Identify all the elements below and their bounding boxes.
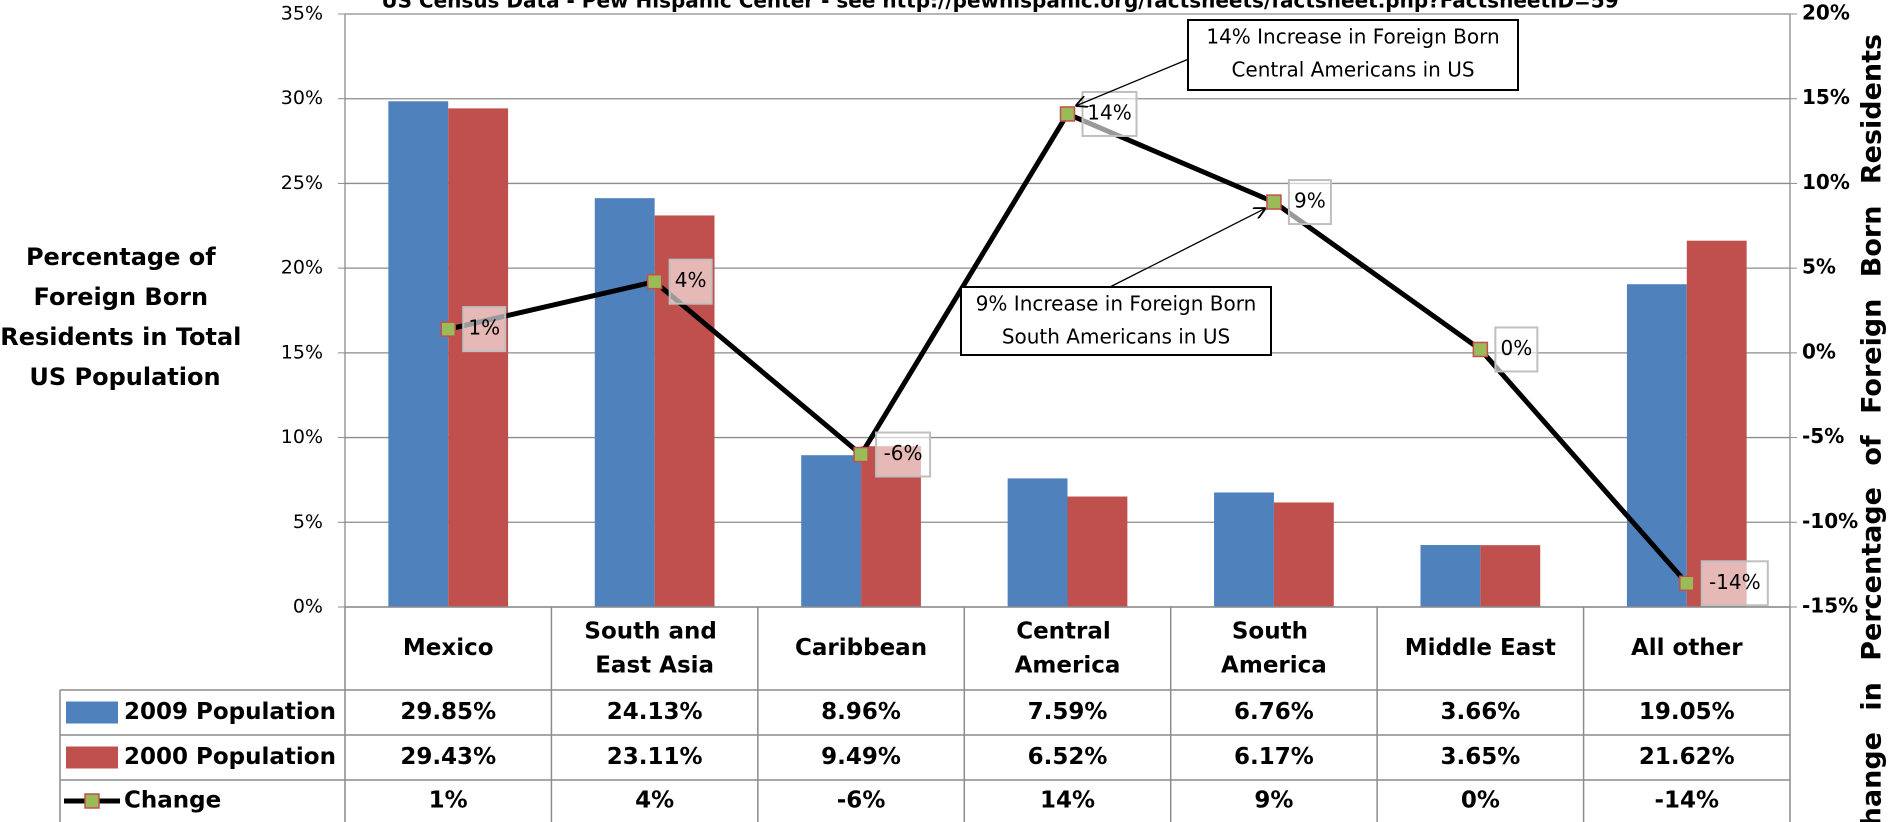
table-value: 23.11% — [607, 744, 703, 770]
table-value: 6.17% — [1234, 744, 1314, 770]
data-label: -14% — [1709, 570, 1761, 594]
y-tick-label: 30% — [281, 87, 323, 109]
y2-tick-label: 15% — [1802, 85, 1850, 109]
legend-swatch — [66, 746, 118, 769]
annotation-arrow — [1076, 55, 1197, 106]
table-value: -14% — [1654, 788, 1719, 814]
bar — [1067, 496, 1128, 607]
y2-tick-label: 0% — [1802, 339, 1836, 363]
table-value: 0% — [1461, 788, 1500, 814]
category-label: South America — [1221, 618, 1327, 678]
line-marker — [1059, 106, 1076, 122]
category-label: Middle East — [1405, 635, 1556, 661]
annotation-box — [1187, 19, 1519, 91]
annotation-text: South Americans in US — [1002, 325, 1230, 349]
data-label: 4% — [675, 268, 707, 292]
y-tick-label: 0% — [293, 596, 323, 618]
line-marker — [1679, 575, 1695, 592]
chart-title: US Census Data - Pew Hispanic Center - s… — [381, 0, 1618, 13]
bar — [1686, 240, 1747, 607]
annotation-text: 14% Increase in Foreign Born — [1206, 25, 1499, 49]
bar — [1214, 492, 1274, 607]
category-label: Central America — [1015, 618, 1121, 678]
bar — [1273, 502, 1334, 607]
annotation-box — [960, 286, 1272, 356]
data-label: 0% — [1500, 336, 1532, 360]
y-tick-label: 10% — [281, 426, 323, 448]
y2-tick-label: -15% — [1802, 594, 1858, 618]
y-axis-title: Percentage of Foreign Born Residents in … — [0, 243, 250, 391]
table-value: 19.05% — [1639, 699, 1735, 725]
data-label-box — [1700, 560, 1769, 607]
bar — [1007, 478, 1068, 607]
annotation-arrow — [1109, 208, 1266, 288]
category-label: South and East Asia — [584, 618, 724, 678]
table-value: 6.76% — [1234, 699, 1314, 725]
table-value: 14% — [1040, 788, 1095, 814]
data-label: 1% — [468, 316, 500, 340]
category-label: All other — [1631, 635, 1743, 661]
data-label-box — [875, 431, 932, 478]
legend-label: 2000 Population — [124, 744, 336, 770]
y-tick-label: 15% — [281, 341, 323, 363]
table-value: 6.52% — [1028, 744, 1108, 770]
legend-label: 2009 Population — [124, 699, 336, 725]
bar — [594, 198, 655, 607]
annotation-text: 9% Increase in Foreign Born — [976, 292, 1257, 316]
line-marker — [1266, 194, 1282, 210]
y2-tick-label: -5% — [1802, 424, 1844, 448]
table-value: 8.96% — [821, 699, 901, 725]
y-tick-label: 25% — [281, 172, 323, 194]
legend-marker — [84, 793, 100, 809]
y2-tick-label: 10% — [1802, 170, 1850, 194]
data-label-box — [668, 258, 713, 305]
table-value: 1% — [429, 788, 468, 814]
y2-tick-label: 5% — [1802, 255, 1836, 279]
line-marker — [646, 273, 663, 290]
table-value: 9% — [1254, 788, 1293, 814]
table-value: -6% — [837, 788, 886, 814]
table-value: 29.43% — [400, 744, 496, 770]
bar — [1480, 545, 1541, 607]
y2-tick-label: -10% — [1802, 509, 1858, 533]
table-value: 29.85% — [400, 699, 496, 725]
legend-swatch — [66, 701, 118, 724]
data-label: 9% — [1294, 189, 1326, 213]
category-label: Caribbean — [795, 635, 927, 661]
line-marker — [440, 321, 456, 337]
table-value: 9.49% — [821, 744, 901, 770]
data-label-box — [1494, 326, 1539, 373]
bar — [448, 108, 509, 608]
y2-tick-label: 20% — [1802, 1, 1850, 25]
legend-label: Change — [124, 788, 221, 814]
line-marker — [853, 446, 869, 463]
table-value: 7.59% — [1028, 699, 1108, 725]
table-value: 24.13% — [607, 699, 703, 725]
table-value: 4% — [635, 788, 674, 814]
y2-axis-title: Change in Percentage of Foreign Born Res… — [1857, 34, 1888, 822]
bar — [1420, 544, 1481, 607]
y-tick-label: 5% — [293, 511, 323, 533]
data-label-box — [1287, 179, 1332, 226]
line-marker — [1472, 341, 1489, 358]
bar — [388, 101, 449, 608]
category-label: Mexico — [403, 635, 494, 661]
table-value: 21.62% — [1639, 744, 1735, 770]
table-value: 3.65% — [1440, 744, 1520, 770]
annotation-text: Central Americans in US — [1231, 58, 1474, 82]
data-label-box — [462, 306, 507, 353]
bar — [801, 455, 862, 607]
bar — [1626, 284, 1687, 607]
y-tick-label: 20% — [281, 257, 323, 279]
data-label: -6% — [884, 441, 923, 465]
y-tick-label: 35% — [281, 3, 323, 25]
table-value: 3.66% — [1440, 699, 1520, 725]
data-label: 14% — [1087, 100, 1131, 124]
